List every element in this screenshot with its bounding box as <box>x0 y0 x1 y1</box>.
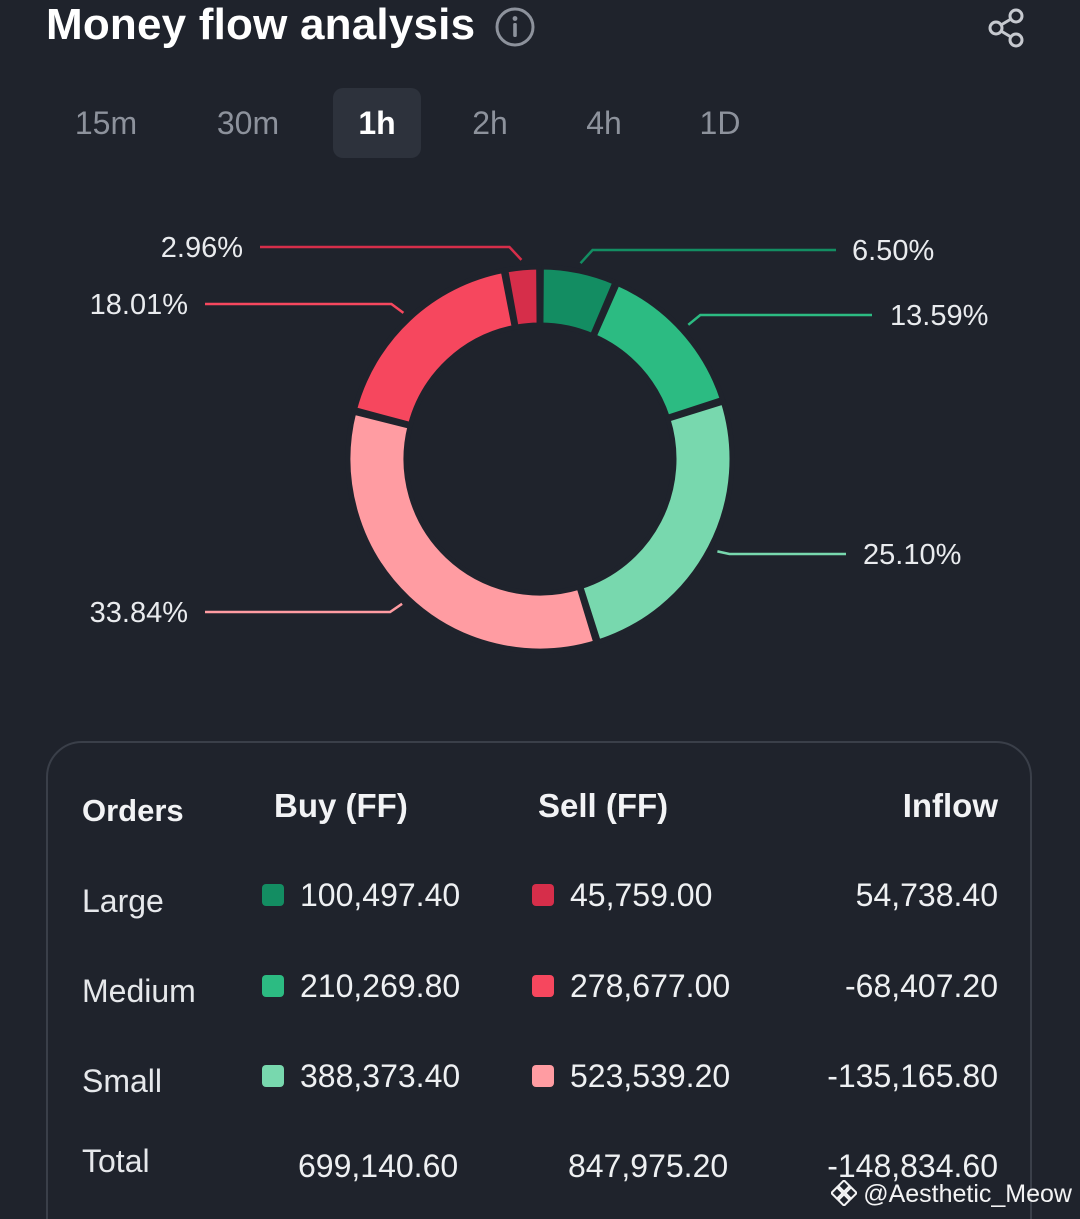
leader-line <box>205 302 405 314</box>
leader-line <box>687 313 872 326</box>
slice-label: 25.10% <box>863 539 961 571</box>
sell-total: 847,975.20 <box>568 1148 729 1184</box>
inflow-small: -135,165.80 <box>827 1058 998 1094</box>
orders-table: Orders Buy (FF) Sell (FF) Inflow Large 1… <box>46 741 1032 1219</box>
sell-medium: 278,677.00 <box>532 968 730 1005</box>
slice-label: 18.01% <box>90 289 188 321</box>
watermark: @Aesthetic_Meow <box>831 1180 1072 1209</box>
header-inflow: Inflow <box>902 787 998 824</box>
slice-label: 6.50% <box>852 235 934 267</box>
donut-slice <box>577 398 735 646</box>
share-icon[interactable] <box>984 6 1028 50</box>
buy-large: 100,497.40 <box>262 877 460 914</box>
tab-15m[interactable]: 15m <box>74 105 138 141</box>
leader-line <box>205 602 403 614</box>
header-orders: Orders <box>82 793 184 828</box>
buy-total: 699,140.60 <box>298 1148 459 1184</box>
row-label-total: Total <box>82 1143 150 1179</box>
donut-slice <box>351 267 518 428</box>
buy-color-swatch <box>262 883 284 906</box>
leader-line <box>579 248 836 264</box>
slice-label: 33.84% <box>90 597 188 629</box>
slice-label: 13.59% <box>890 300 988 332</box>
tab-1h[interactable]: 1h <box>333 88 421 158</box>
donut-slice <box>590 280 726 421</box>
inflow-medium: -68,407.20 <box>844 968 998 1004</box>
sell-color-swatch <box>532 974 554 997</box>
inflow-large: 54,738.40 <box>855 877 998 913</box>
sell-color-swatch <box>532 1064 554 1087</box>
inflow-total: -148,834.60 <box>827 1148 998 1184</box>
header-buy: Buy (FF) <box>274 787 408 824</box>
row-label-medium: Medium <box>82 973 196 1009</box>
sell-color-swatch <box>532 883 554 906</box>
buy-color-swatch <box>262 974 284 997</box>
row-label-small: Small <box>82 1063 163 1099</box>
binance-logo-icon <box>831 1180 858 1207</box>
slice-label: 2.96% <box>161 232 243 264</box>
tab-2h[interactable]: 2h <box>472 105 508 141</box>
donut-slice <box>345 409 599 654</box>
buy-color-swatch <box>262 1064 284 1087</box>
header-sell: Sell (FF) <box>538 787 669 824</box>
page-title: Money flow analysis <box>46 0 476 49</box>
info-icon[interactable] <box>494 6 536 48</box>
buy-small: 388,373.40 <box>262 1058 460 1095</box>
tab-1d[interactable]: 1D <box>699 105 741 141</box>
tab-4h[interactable]: 4h <box>586 105 622 141</box>
money-flow-donut-chart: 6.50% 13.59% 25.10% 33.84% 18.01% 2.96% <box>90 232 988 654</box>
sell-large: 45,759.00 <box>532 877 712 914</box>
sell-small: 523,539.20 <box>532 1058 730 1095</box>
leader-line <box>717 550 846 556</box>
leader-line <box>260 245 523 261</box>
tab-30m[interactable]: 30m <box>216 105 280 141</box>
donut-slice <box>502 264 542 331</box>
row-label-large: Large <box>82 883 164 919</box>
buy-medium: 210,269.80 <box>262 968 460 1005</box>
